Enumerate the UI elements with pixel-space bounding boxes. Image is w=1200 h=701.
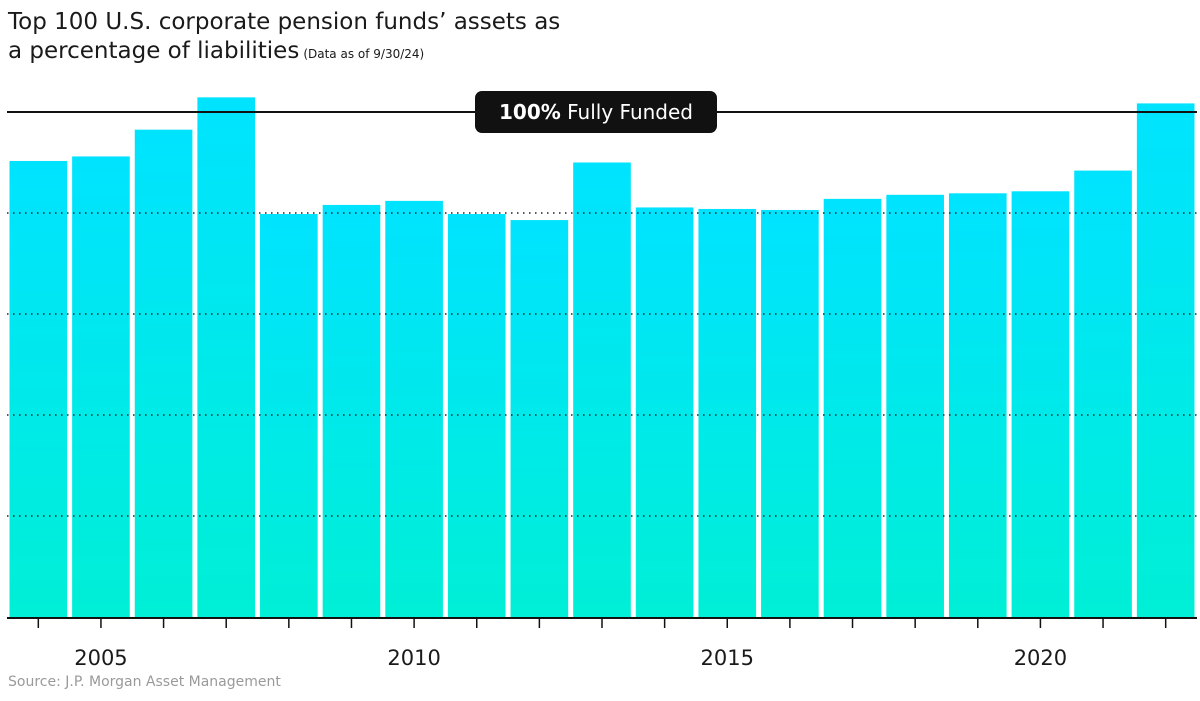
- x-axis: 2005 2010 2015 2020: [7, 617, 1197, 670]
- fully-funded-label: 100% Fully Funded: [499, 100, 693, 124]
- x-tick-label-2015: 2015: [701, 646, 754, 670]
- bar-2020: [1011, 191, 1070, 617]
- gridlines: [7, 212, 1197, 517]
- bar-2014: [635, 207, 694, 617]
- fully-funded-label-percent: 100%: [499, 100, 561, 124]
- bar-2019: [948, 193, 1007, 617]
- chart-title-line-1: Top 100 U.S. corporate pension funds’ as…: [8, 9, 561, 35]
- bar-2018: [886, 194, 944, 617]
- bar-2005: [72, 156, 130, 617]
- chart-title-line-2: a percentage of liabilities (Data as of 9…: [8, 37, 708, 69]
- bar-2012: [510, 220, 569, 617]
- chart-data-date-note: (Data as of 9/30/24): [303, 47, 425, 61]
- bar-2006: [134, 129, 193, 618]
- bar-2010: [385, 200, 443, 617]
- bar-2007: [197, 97, 256, 618]
- x-tick-label-2020: 2020: [1014, 646, 1067, 670]
- chart-title-block: Top 100 U.S. corporate pension funds’ as…: [8, 8, 708, 69]
- bar-series: [9, 97, 1195, 618]
- bar-2022: [1136, 103, 1195, 618]
- x-tick-label-2010: 2010: [387, 646, 440, 670]
- fully-funded-reference: 100% Fully Funded: [7, 91, 1197, 133]
- bar-2021: [1074, 170, 1132, 617]
- x-tick-label-2005: 2005: [74, 646, 127, 670]
- source-note: Source: J.P. Morgan Asset Management: [8, 674, 281, 690]
- bar-2015: [698, 208, 757, 617]
- bar-2013: [573, 162, 631, 617]
- fully-funded-label-box: [475, 91, 717, 133]
- bar-2016: [761, 209, 819, 617]
- bar-2011: [447, 214, 506, 617]
- bar-2004: [9, 160, 68, 618]
- bar-2017: [823, 198, 882, 618]
- chart-title-line-2-text: a percentage of liabilities: [8, 38, 300, 64]
- bar-2009: [322, 204, 381, 618]
- bar-2008: [260, 214, 318, 617]
- fully-funded-label-text: Fully Funded: [561, 100, 693, 124]
